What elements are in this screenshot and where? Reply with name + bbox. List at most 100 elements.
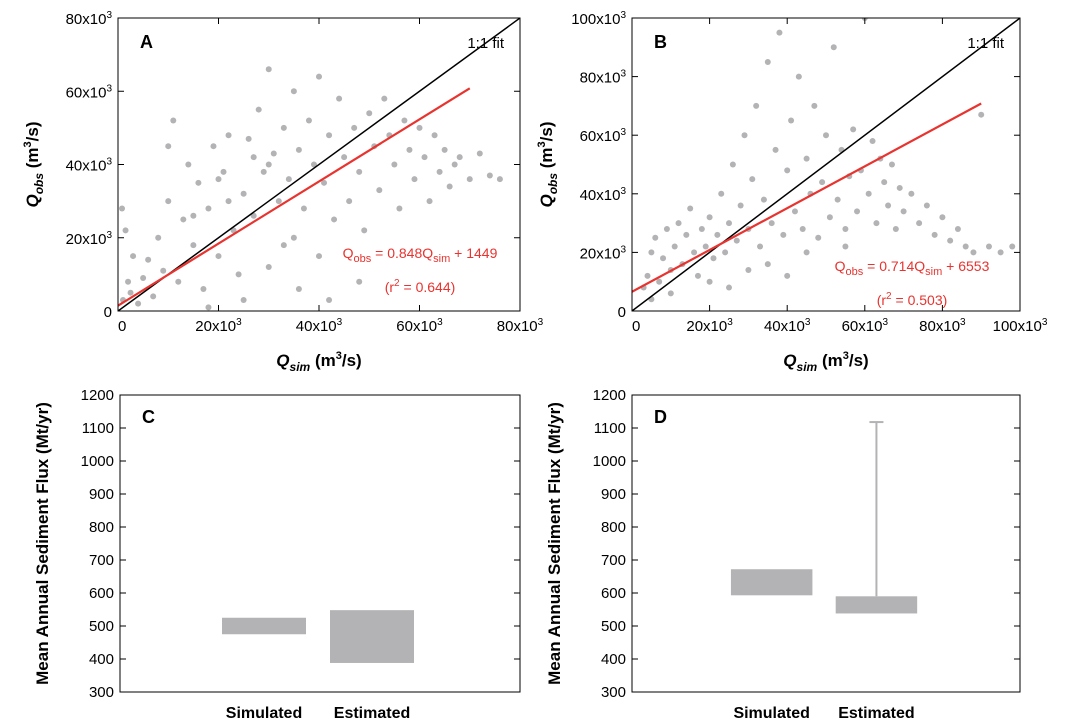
box-chart-c: 300 400 500 600 700 800 900 1000 1100 1200 Simulat… — [33, 387, 521, 722]
eq-sub2: sim — [433, 253, 450, 265]
x-axis-title-q: Q — [783, 351, 796, 370]
y-tick-label: 300 — [601, 684, 626, 701]
scatter-point — [336, 95, 343, 102]
scatter-point — [726, 284, 732, 291]
y-tick-label: 900 — [601, 486, 626, 503]
y-tick-label-base: 0 — [104, 304, 112, 321]
scatter-point — [331, 216, 338, 223]
scatter-point — [826, 214, 833, 221]
scatter-point — [381, 95, 388, 102]
box-estimated — [330, 610, 414, 663]
scatter-point — [391, 161, 398, 168]
r2-post: = 0.644) — [400, 279, 456, 295]
x-axis-title-sub: sim — [290, 360, 311, 374]
y-tick-label: 600 — [89, 585, 114, 602]
scatter-point — [155, 234, 162, 241]
scatter-point — [760, 196, 767, 203]
x-axis-title-unit: (m — [310, 351, 336, 370]
eq-mid: = 0.714Q — [863, 258, 925, 274]
y-tick-label-exp: 3 — [106, 10, 112, 21]
scatter-point — [749, 176, 756, 183]
y-tick-label-base: 20x10 — [66, 231, 107, 248]
x-tick-label-exp: 3 — [236, 317, 242, 328]
scatter-point — [737, 202, 744, 209]
x-axis-title-unit: (m — [817, 351, 843, 370]
x-tick-label-base: 20x10 — [195, 318, 236, 335]
y-axis-title-unit: (m — [23, 147, 42, 173]
scatter-point — [648, 249, 655, 256]
y-axis-title-unit-sup: 3 — [536, 141, 548, 147]
scatter-point — [255, 106, 262, 113]
scatter-point — [722, 249, 729, 256]
category-label: Estimated — [334, 705, 410, 722]
y-tick-label-exp: 3 — [620, 69, 626, 80]
scatter-point — [873, 220, 880, 227]
scatter-point — [753, 102, 760, 109]
x-axis-title-unit-post: /s) — [342, 351, 362, 370]
scatter-point — [784, 272, 791, 279]
scatter-point — [260, 168, 267, 175]
scatter-point — [290, 234, 297, 241]
scatter-point — [451, 161, 458, 168]
scatter-point — [916, 220, 923, 227]
scatter-point — [791, 208, 798, 215]
x-tick-label-base: 100x10 — [993, 318, 1042, 335]
scatter-point — [351, 124, 358, 131]
scatter-point — [280, 124, 287, 131]
r2-pre: (r — [877, 292, 887, 308]
y-axis-title-q: Q — [23, 194, 42, 207]
x-tick-label: 60x103 — [842, 317, 889, 335]
scatter-point — [135, 300, 142, 307]
panel-d: 300 400 500 600 700 800 900 1000 1100 1200 Simulat… — [530, 376, 1069, 724]
y-tick-label: 700 — [601, 552, 626, 569]
x-tick-label: 100x103 — [993, 317, 1048, 335]
x-tick-label-exp: 3 — [882, 317, 888, 328]
scatter-point — [819, 179, 826, 186]
scatter-point — [869, 138, 876, 145]
y-tick-label-base: 40x10 — [66, 158, 107, 175]
scatter-point — [764, 58, 771, 65]
scatter-point — [150, 293, 157, 300]
y-tick-label-exp: 3 — [106, 157, 112, 168]
scatter-point — [667, 290, 674, 297]
y-tick-label-base: 80x10 — [66, 11, 107, 28]
scatter-point — [295, 146, 302, 153]
y-tick-label-base: 40x10 — [580, 187, 621, 204]
scatter-point — [230, 227, 237, 234]
scatter-point — [881, 179, 888, 186]
eq-q: Q — [343, 245, 354, 261]
scatter-point — [842, 225, 849, 232]
y-tick-label: 60x103 — [580, 127, 627, 145]
regression-line — [632, 102, 982, 293]
scatter-point — [931, 231, 938, 238]
scatter-point — [496, 176, 503, 183]
y-tick-label: 1200 — [81, 387, 114, 404]
y-tick-label: 800 — [601, 519, 626, 536]
scatter-point — [660, 255, 667, 262]
x-tick-label: 80x103 — [497, 317, 544, 335]
y-tick-label: 0 — [618, 304, 626, 321]
category-label: Estimated — [838, 705, 914, 722]
y-axis-title: Mean Annual Sediment Flux (Mt/yr) — [33, 402, 52, 685]
x-tick-label: 0 — [118, 318, 126, 335]
one-to-one-line — [118, 18, 520, 311]
x-tick-label-base: 40x10 — [296, 318, 337, 335]
category-label: Simulated — [733, 705, 809, 722]
x-axis-title-unit-sup: 3 — [843, 350, 849, 362]
one-to-one-line — [632, 18, 1020, 311]
x-tick-label-exp: 3 — [960, 317, 966, 328]
regression-line — [118, 87, 471, 307]
scatter-point — [799, 225, 806, 232]
scatter-point — [698, 225, 705, 232]
scatter-point — [1009, 243, 1016, 250]
fit-label: 1:1 fit — [967, 35, 1005, 52]
scatter-point — [240, 297, 247, 304]
scatter-point — [341, 154, 348, 161]
scatter-point — [441, 146, 448, 153]
x-tick-label: 20x103 — [195, 317, 242, 335]
scatter-point — [250, 212, 257, 219]
scatter-point — [780, 231, 787, 238]
scatter-point — [803, 155, 810, 162]
scatter-point — [745, 266, 752, 273]
scatter-point — [997, 249, 1004, 256]
